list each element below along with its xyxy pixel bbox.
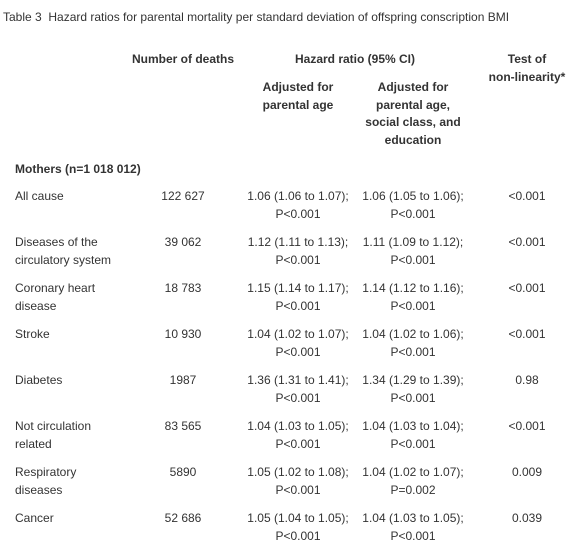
deaths-cell: 1987 [169,373,197,387]
row-label: Diseases of the circulatory system [15,235,112,267]
nonlinearity-cell: <0.001 [508,281,546,295]
deaths-cell: 39 062 [164,235,202,249]
caption: Table 3 Hazard ratios for parental morta… [3,10,510,24]
adjusted-all-cell: 1.04 (1.03 to 1.04); P<0.001 [362,419,464,451]
nonlinearity-cell: 0.039 [511,511,543,525]
adjusted-age-cell: 1.04 (1.02 to 1.07); P<0.001 [247,327,349,359]
row-label: Cancer [15,511,54,525]
header-adjusted-all: Adjusted for parental age, social class,… [365,80,461,147]
adjusted-all-cell: 1.06 (1.05 to 1.06); P<0.001 [362,189,464,221]
header-deaths: Number of deaths [131,52,234,66]
header-adjusted-age: Adjusted for parental age [262,80,334,112]
deaths-cell: 122 627 [161,189,205,203]
deaths-cell: 52 686 [164,511,202,525]
nonlinearity-cell: <0.001 [508,189,546,203]
nonlinearity-cell: 0.98 [515,373,539,387]
header-nonlinearity: non-linearity* [488,70,566,84]
nonlinearity-cell: <0.001 [508,327,546,341]
section-label: Mothers (n=1 018 012) [15,162,141,176]
adjusted-all-cell: 1.11 (1.09 to 1.12); P<0.001 [362,235,464,267]
adjusted-all-cell: 1.04 (1.02 to 1.06); P<0.001 [362,327,464,359]
nonlinearity-cell: <0.001 [508,419,546,433]
adjusted-all-cell: 1.04 (1.02 to 1.07); P=0.002 [362,465,464,497]
nonlinearity-cell: 0.009 [511,465,543,479]
header-nonlinearity: Test of [507,52,547,66]
deaths-cell: 83 565 [164,419,202,433]
adjusted-all-cell: 1.14 (1.12 to 1.16); P<0.001 [362,281,464,313]
adjusted-all-cell: 1.34 (1.29 to 1.39); P<0.001 [362,373,464,405]
adjusted-age-cell: 1.15 (1.14 to 1.17); P<0.001 [247,281,349,313]
deaths-cell: 18 783 [164,281,202,295]
row-label: Not circulation related [15,419,92,451]
adjusted-age-cell: 1.05 (1.04 to 1.05); P<0.001 [247,511,349,543]
deaths-cell: 10 930 [164,327,202,341]
row-label: Coronary heart disease [15,281,96,313]
adjusted-age-cell: 1.36 (1.31 to 1.41); P<0.001 [247,373,349,405]
adjusted-age-cell: 1.04 (1.03 to 1.05); P<0.001 [247,419,349,451]
adjusted-age-cell: 1.06 (1.06 to 1.07); P<0.001 [247,189,349,221]
deaths-cell: 5890 [169,465,197,479]
nonlinearity-cell: <0.001 [508,235,546,249]
adjusted-age-cell: 1.05 (1.02 to 1.08); P<0.001 [247,465,349,497]
row-label: All cause [15,189,64,203]
adjusted-age-cell: 1.12 (1.11 to 1.13); P<0.001 [247,235,349,267]
row-label: Respiratory diseases [15,465,77,497]
row-label: Diabetes [15,373,63,387]
header-hazard: Hazard ratio (95% CI) [294,52,416,66]
adjusted-all-cell: 1.04 (1.03 to 1.05); P<0.001 [362,511,464,543]
row-label: Stroke [15,327,50,341]
